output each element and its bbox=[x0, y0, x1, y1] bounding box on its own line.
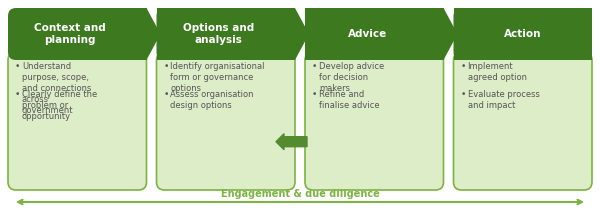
Text: Assess organisation
design options: Assess organisation design options bbox=[170, 90, 254, 110]
Text: Refine and
finalise advice: Refine and finalise advice bbox=[319, 90, 380, 110]
FancyBboxPatch shape bbox=[305, 8, 443, 60]
Text: •: • bbox=[461, 62, 466, 71]
FancyBboxPatch shape bbox=[8, 8, 146, 60]
Text: •: • bbox=[163, 62, 169, 71]
Bar bbox=[305, 8, 321, 60]
Polygon shape bbox=[295, 8, 309, 60]
Bar bbox=[454, 8, 470, 60]
Text: Context and
planning: Context and planning bbox=[34, 23, 106, 45]
Text: Develop advice
for decision
makers: Develop advice for decision makers bbox=[319, 62, 384, 93]
Text: Implement
agreed option: Implement agreed option bbox=[467, 62, 527, 82]
Bar bbox=[131, 8, 146, 60]
Bar bbox=[279, 8, 295, 60]
FancyBboxPatch shape bbox=[454, 8, 592, 60]
FancyBboxPatch shape bbox=[157, 52, 295, 190]
Text: •: • bbox=[15, 90, 20, 99]
Text: •: • bbox=[312, 90, 317, 99]
Text: Clearly define the
problem or
opportunity: Clearly define the problem or opportunit… bbox=[22, 90, 97, 121]
Text: Evaluate process
and impact: Evaluate process and impact bbox=[467, 90, 539, 110]
Text: Advice: Advice bbox=[347, 29, 387, 39]
Polygon shape bbox=[146, 8, 161, 60]
Text: •: • bbox=[461, 90, 466, 99]
FancyBboxPatch shape bbox=[8, 52, 146, 190]
FancyBboxPatch shape bbox=[157, 8, 295, 60]
Text: •: • bbox=[163, 90, 169, 99]
Text: •: • bbox=[15, 62, 20, 71]
FancyArrow shape bbox=[276, 134, 307, 150]
Bar bbox=[427, 8, 443, 60]
Bar bbox=[157, 8, 173, 60]
Text: Options and
analysis: Options and analysis bbox=[183, 23, 254, 45]
Text: Understand
purpose, scope,
and connections
across
government: Understand purpose, scope, and connectio… bbox=[22, 62, 91, 115]
Text: Engagement & due diligence: Engagement & due diligence bbox=[221, 189, 379, 199]
Text: •: • bbox=[312, 62, 317, 71]
FancyBboxPatch shape bbox=[305, 52, 443, 190]
Polygon shape bbox=[443, 8, 458, 60]
Text: Action: Action bbox=[504, 29, 542, 39]
Text: Identify organisational
form or governance
options: Identify organisational form or governan… bbox=[170, 62, 265, 93]
Bar bbox=[576, 8, 592, 60]
FancyBboxPatch shape bbox=[454, 52, 592, 190]
